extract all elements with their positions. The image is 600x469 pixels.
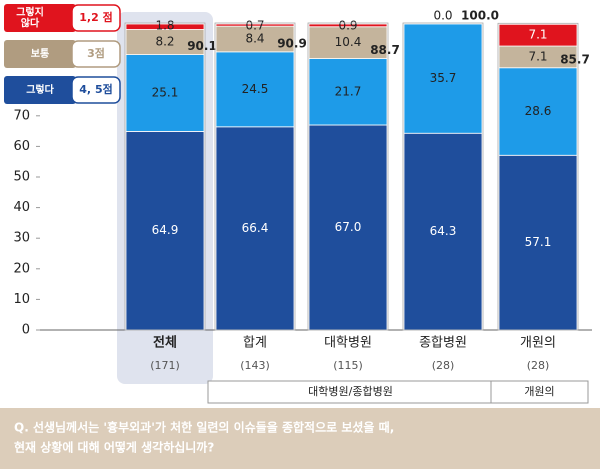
- data-label: 24.5: [242, 82, 269, 96]
- data-label: 8.2: [155, 35, 174, 49]
- question-line: 현재 상황에 대해 어떻게 생각하십니까?: [14, 440, 214, 455]
- y-tick-label: 20: [13, 261, 30, 276]
- total-label: 90.9: [277, 36, 307, 50]
- data-label: 57.1: [525, 235, 552, 249]
- sample-label: (28): [432, 359, 455, 372]
- legend-swatch: [4, 40, 76, 68]
- bar-segment: [215, 51, 295, 128]
- sample-label: (171): [150, 359, 180, 372]
- legend-score: 4, 5점: [79, 82, 112, 96]
- legend-score-box: [71, 4, 121, 32]
- bar-segment: [403, 132, 483, 331]
- data-label: 35.7: [430, 71, 457, 85]
- legend-label-line: 않다: [21, 17, 40, 30]
- bar-segment: [125, 29, 205, 55]
- x-tick-label: 대학병원: [324, 336, 372, 351]
- data-label: 67.0: [335, 220, 362, 234]
- bar-segment: [125, 54, 205, 132]
- data-label: 0.9: [338, 19, 357, 33]
- bar-segment: [125, 23, 205, 30]
- legend-score-box: [71, 40, 121, 68]
- legend-label: 그렇지 않다: [16, 6, 44, 30]
- legend-score: 3점: [87, 46, 105, 60]
- legend-label: 그렇다: [26, 83, 54, 96]
- data-label: 7.1: [528, 49, 547, 63]
- x-tick-label: 전체: [153, 335, 177, 351]
- group-box: [490, 380, 589, 404]
- bar-segment: [498, 154, 578, 331]
- bar-segment: [308, 124, 388, 331]
- question-band: [0, 408, 600, 469]
- x-tick-label: 종합병원: [419, 336, 467, 351]
- bar-segment: [403, 23, 483, 134]
- sample-label: (143): [240, 359, 270, 372]
- total-label: 90.1: [187, 39, 217, 53]
- legend-score-box: [71, 76, 121, 104]
- bar-outline: [214, 22, 296, 331]
- bar-segment: [498, 67, 578, 156]
- data-label: 1.8: [155, 19, 174, 33]
- x-tick-label: 개원의: [520, 336, 556, 351]
- bar-segment: [498, 23, 578, 47]
- legend-score: 1,2 점: [79, 10, 112, 24]
- y-tick-label: 70: [13, 108, 30, 123]
- data-label: 66.4: [242, 221, 269, 235]
- bar-segment: [215, 23, 295, 27]
- bar-outline: [402, 22, 484, 331]
- y-tick-label: 10: [13, 292, 30, 307]
- total-label: 100.0: [461, 9, 499, 23]
- bar-segment: [308, 26, 388, 59]
- y-tick-label: 40: [13, 200, 30, 215]
- data-label: 64.9: [152, 223, 179, 237]
- sample-label: (115): [333, 359, 363, 372]
- legend-swatch: [4, 4, 76, 32]
- data-label: 25.1: [152, 86, 179, 100]
- bar-outline: [497, 22, 579, 331]
- question-line: Q. 선생님께서는 '흉부외과'가 처한 일련의 이슈들을 종합적으로 보셨을 …: [14, 420, 394, 435]
- group-label: 개원의: [524, 385, 554, 398]
- bar-segment: [308, 23, 388, 28]
- data-label: 0.0: [433, 9, 452, 23]
- x-tick-label: 합계: [243, 336, 267, 351]
- total-label: 85.7: [560, 52, 590, 66]
- y-tick-label: 60: [13, 139, 30, 154]
- group-label: 대학병원/종합병원: [308, 385, 393, 398]
- bar-segment: [215, 25, 295, 53]
- data-label: 7.1: [528, 28, 547, 42]
- y-tick-label: 0: [22, 323, 30, 338]
- sample-label: (28): [527, 359, 550, 372]
- data-label: 64.3: [430, 224, 457, 238]
- y-tick-label: 50: [13, 170, 30, 185]
- data-label: 28.6: [525, 104, 552, 118]
- bar-segment: [308, 58, 388, 126]
- legend-swatch: [4, 76, 76, 104]
- data-label: 21.7: [335, 84, 362, 98]
- data-label: 0.7: [245, 19, 264, 33]
- data-label: 8.4: [245, 31, 264, 45]
- bar-outline: [124, 22, 206, 331]
- legend-label-line: 그렇지: [16, 6, 44, 19]
- bar-outline: [307, 22, 389, 331]
- total-label: 88.7: [370, 43, 400, 57]
- y-tick-label: 30: [13, 231, 30, 246]
- data-label: 10.4: [335, 35, 362, 49]
- legend-label: 보통: [31, 48, 49, 60]
